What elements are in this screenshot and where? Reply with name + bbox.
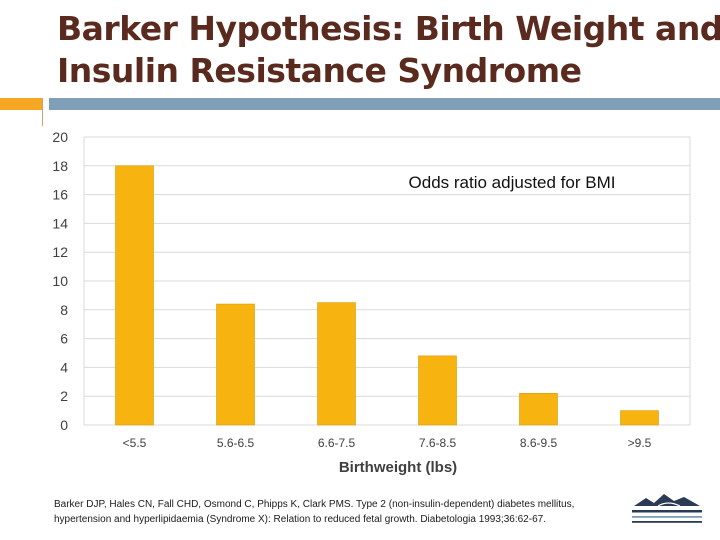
y-tick-label: 6 [60, 331, 68, 347]
slide-title: Barker Hypothesis: Birth Weight and Insu… [57, 8, 720, 92]
accent-divider [42, 98, 43, 126]
chart-gridlines [83, 136, 691, 426]
y-tick-label: 2 [60, 388, 68, 404]
citation-line-2: hypertension and hyperlipidaemia (Syndro… [54, 514, 546, 525]
citation: Barker DJP, Hales CN, Fall CHD, Osmond C… [54, 497, 624, 527]
x-tick-label: 6.6-7.5 [318, 436, 356, 450]
chart-y-ticks: 0 2 4 6 8 10 12 14 16 18 20 [52, 129, 68, 433]
y-tick-label: 18 [52, 158, 68, 174]
accent-bar-orange [0, 98, 42, 110]
x-tick-label: 5.6-6.5 [217, 436, 255, 450]
bar-4 [519, 393, 558, 426]
y-tick-label: 14 [52, 215, 68, 231]
chart-x-axis-label: Birthweight (lbs) [339, 459, 457, 476]
bar-2 [317, 302, 356, 426]
x-tick-label: <5.5 [123, 436, 147, 450]
x-tick-label: 7.6-8.5 [419, 436, 457, 450]
x-tick-label: 8.6-9.5 [520, 436, 558, 450]
y-tick-label: 8 [60, 302, 68, 318]
chart-bars [115, 165, 659, 426]
accent-bar-blue [49, 98, 720, 110]
slide-title-line-2: Insulin Resistance Syndrome [57, 51, 582, 90]
citation-line-1: Barker DJP, Hales CN, Fall CHD, Osmond C… [54, 499, 575, 510]
chart-x-ticks: <5.5 5.6-6.5 6.6-7.5 7.6-8.5 8.6-9.5 >9.5 [123, 436, 652, 450]
bar-0 [115, 165, 154, 426]
bar-chart: 0 2 4 6 8 10 12 14 16 18 20 <5.5 5.6-6.5 6.6-7.5 7.6-… [52, 129, 691, 476]
y-tick-label: 12 [52, 244, 68, 260]
accent-bar-gap [42, 98, 49, 110]
bar-3 [418, 355, 457, 426]
health-services-logo-icon [632, 494, 702, 523]
y-tick-label: 16 [52, 187, 68, 203]
bar-5 [620, 410, 659, 426]
y-tick-label: 20 [52, 129, 68, 145]
chart-annotation: Odds ratio adjusted for BMI [409, 173, 616, 192]
y-tick-label: 0 [60, 417, 68, 433]
slide-title-line-1: Barker Hypothesis: Birth Weight and [57, 9, 720, 48]
x-tick-label: >9.5 [628, 436, 652, 450]
y-tick-label: 10 [52, 273, 68, 289]
bar-1 [216, 303, 255, 426]
y-tick-label: 4 [60, 359, 68, 375]
